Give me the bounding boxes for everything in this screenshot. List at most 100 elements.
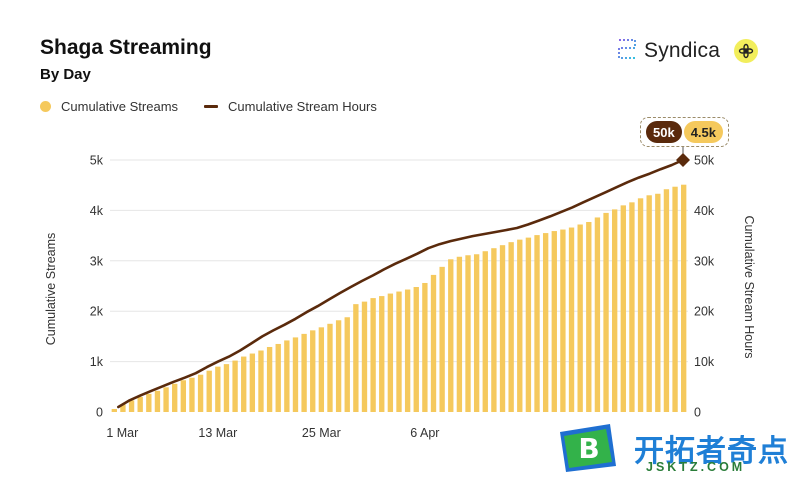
left-axis-ticks: 0 1k 2k 3k 4k 5k	[90, 154, 104, 420]
left-tick-label: 5k	[90, 154, 104, 168]
bar	[249, 353, 256, 412]
bar	[508, 242, 514, 412]
bar-series	[111, 184, 687, 412]
x-tick-label: 1 Mar	[106, 426, 138, 440]
legend-swatch-line	[204, 105, 219, 108]
line-end-marker	[676, 146, 690, 167]
tooltip-streams-value: 4.5k	[683, 121, 724, 143]
legend-label-hours: Cumulative Stream Hours	[228, 99, 377, 114]
bar	[430, 274, 437, 412]
legend-item-streams: Cumulative Streams	[40, 99, 178, 114]
legend-label-streams: Cumulative Streams	[61, 99, 179, 114]
bar	[663, 189, 670, 412]
bar	[189, 377, 195, 412]
bar	[629, 202, 635, 412]
bar	[154, 390, 161, 412]
bar	[318, 327, 325, 412]
x-axis-ticks: 1 Mar 13 Mar 25 Mar 6 Apr	[106, 426, 439, 440]
bar	[396, 291, 402, 412]
bar	[128, 400, 135, 412]
bar	[404, 289, 411, 412]
chart-legend: Cumulative Streams Cumulative Stream Hou…	[40, 99, 403, 114]
bar	[525, 237, 532, 412]
bar	[465, 255, 471, 412]
bar	[120, 404, 126, 412]
bar	[620, 205, 626, 412]
bar	[335, 320, 342, 412]
right-axis-title: Cumulative Stream Hours	[742, 215, 756, 358]
bar	[491, 248, 497, 412]
bar	[413, 287, 419, 412]
bar	[482, 251, 488, 412]
bar	[223, 364, 230, 412]
bar	[422, 282, 428, 412]
bar	[370, 298, 376, 412]
x-tick-label: 25 Mar	[302, 426, 341, 440]
bar	[439, 266, 445, 412]
watermark-logo-letter: B	[578, 432, 599, 465]
x-tick-label: 6 Apr	[410, 426, 439, 440]
end-marker	[676, 153, 690, 167]
bar	[517, 239, 523, 412]
bar	[361, 301, 368, 412]
bar	[206, 370, 212, 412]
bar	[111, 408, 117, 412]
right-tick-label: 0	[694, 406, 701, 420]
value-tooltip: 50k 4.5k	[640, 117, 730, 147]
watermark-logo-icon: B	[560, 424, 616, 472]
chart-subtitle: By Day	[40, 66, 91, 83]
bar	[163, 387, 169, 412]
legend-item-hours: Cumulative Stream Hours	[204, 99, 377, 114]
bar	[551, 231, 557, 412]
bar	[353, 304, 359, 412]
bar	[266, 346, 273, 412]
bar	[275, 343, 281, 412]
left-tick-label: 2k	[90, 305, 104, 319]
bar	[646, 195, 652, 412]
bar	[681, 184, 687, 412]
brand-name: Syndica	[644, 39, 721, 62]
right-tick-label: 20k	[694, 305, 715, 319]
bar	[542, 233, 549, 412]
bar	[577, 224, 583, 412]
bar	[232, 360, 238, 412]
bar	[137, 396, 143, 412]
bar	[215, 366, 221, 412]
bar	[499, 245, 506, 412]
bar	[344, 317, 350, 412]
bar	[292, 337, 299, 412]
line-series	[117, 158, 685, 409]
bar	[180, 380, 187, 412]
watermark: B 开拓者奇点 JSKTZ.COM	[556, 420, 800, 480]
bar	[241, 356, 247, 412]
right-tick-label: 50k	[694, 154, 715, 168]
syndica-logo-icon	[616, 36, 638, 67]
bar	[379, 296, 385, 412]
bar	[611, 209, 618, 412]
bar	[586, 221, 592, 412]
bar	[594, 217, 601, 412]
chart-title: Shaga Streaming	[40, 36, 212, 59]
solana-flower-icon	[734, 39, 759, 63]
left-tick-label: 1k	[90, 355, 104, 369]
left-tick-label: 0	[96, 406, 103, 420]
bar	[327, 323, 333, 412]
right-tick-label: 40k	[694, 204, 715, 218]
brand-logo: Syndica	[616, 36, 759, 67]
bar	[448, 259, 454, 412]
right-axis-ticks: 0 10k 20k 30k 40k 50k	[694, 154, 715, 420]
right-tick-label: 30k	[694, 254, 715, 268]
right-tick-label: 10k	[694, 355, 715, 369]
bar	[258, 350, 264, 412]
tooltip-hours-value: 50k	[646, 121, 682, 143]
bar	[456, 256, 463, 412]
bar	[310, 330, 316, 412]
legend-swatch-bar	[40, 101, 51, 112]
left-tick-label: 3k	[90, 254, 104, 268]
bar	[301, 333, 307, 412]
watermark-text-cn: 开拓者奇点	[634, 434, 789, 469]
bar	[560, 229, 566, 412]
bar	[387, 293, 394, 412]
bar	[197, 374, 204, 412]
